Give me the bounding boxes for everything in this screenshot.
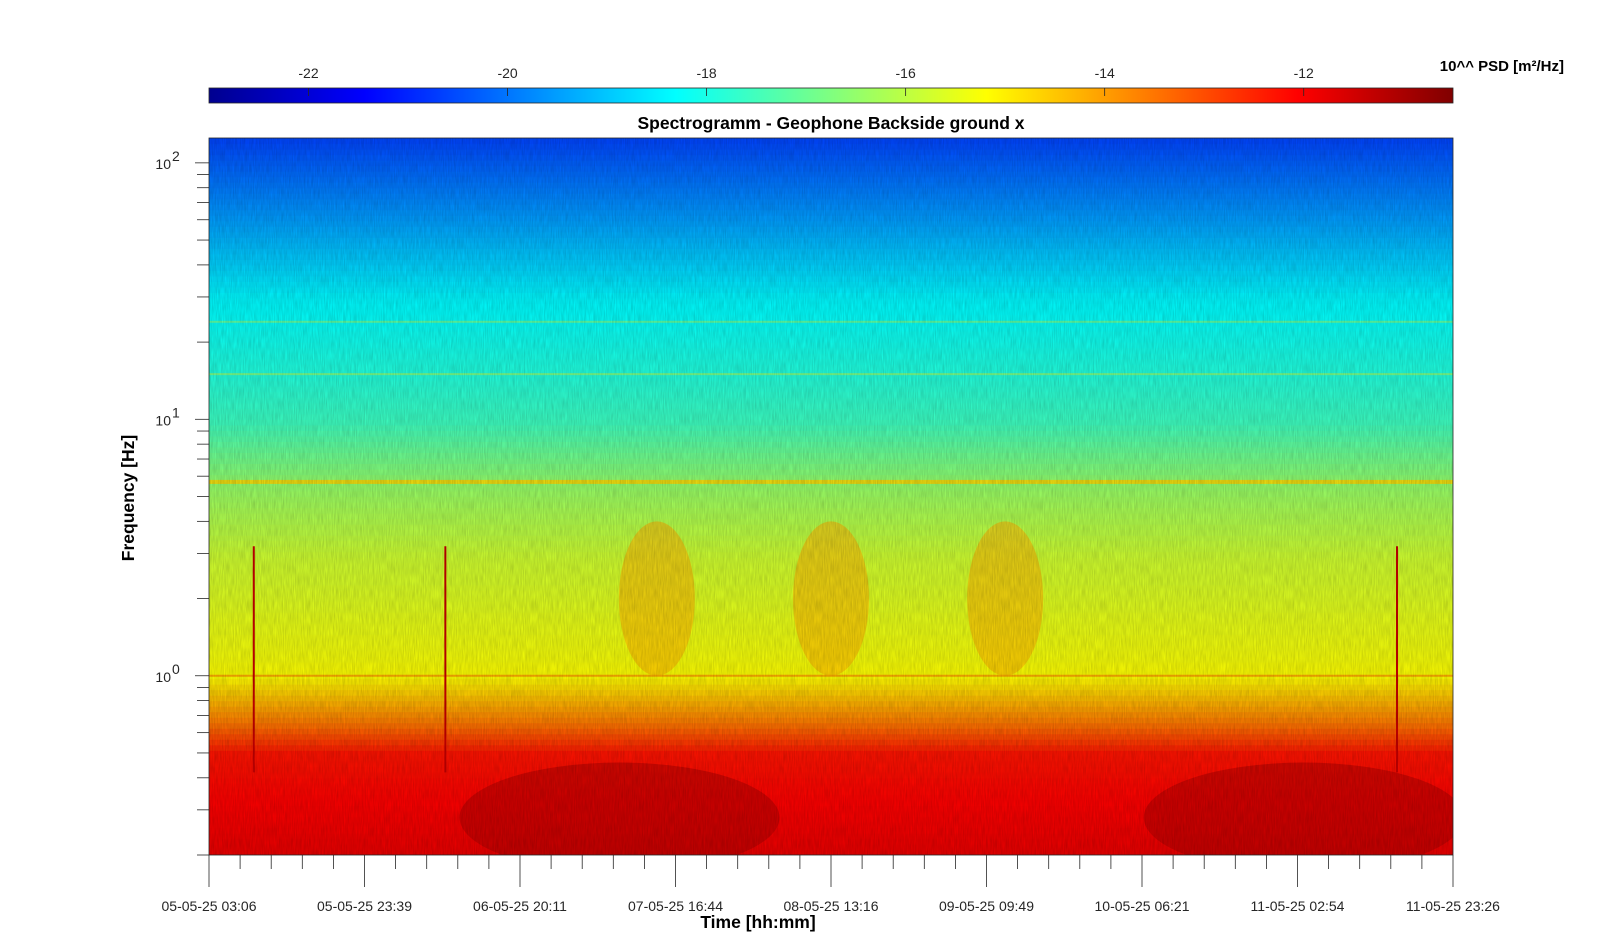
x-tick-label: 09-05-25 09:49 [939,898,1034,914]
x-tick-label: 11-05-25 02:54 [1251,898,1345,914]
colorbar-tick-label: -12 [1294,65,1314,81]
y-tick-label: 10 [155,669,171,685]
spectrogram-plot-area [209,138,1453,855]
y-tick-label: 10 [155,412,171,428]
x-axis: 05-05-25 03:06 05-05-25 23:39 06-05-25 20:… [162,855,1500,914]
colorbar-tick-label: -22 [298,65,318,81]
y-tick-exponent: 1 [172,404,180,420]
x-tick-label: 08-05-25 13:16 [784,898,879,914]
colorbar-tick-label: -16 [896,65,916,81]
x-tick-label: 10-05-25 06:21 [1095,898,1190,914]
colorbar-tick-label: -18 [696,65,716,81]
x-tick-label: 07-05-25 16:44 [628,898,723,914]
x-tick-label: 05-05-25 03:06 [162,898,257,914]
x-tick-label: 05-05-25 23:39 [317,898,412,914]
y-tick-label: 10 [155,156,171,172]
colorbar-tick-label: -20 [497,65,517,81]
colorbar-label: 10^^ PSD [m²/Hz] [1440,58,1564,75]
y-axis-label: Frequency [Hz] [118,435,138,561]
x-axis-label: Time [hh:mm] [700,912,815,932]
colorbar: -22 -20 -18 -16 -14 -12 10^^ PSD [m²/Hz] [208,58,1564,104]
y-tick-exponent: 0 [172,661,180,677]
colorbar-tick-label: -14 [1095,65,1115,81]
y-tick-exponent: 2 [172,148,180,164]
colorbar-gradient [208,87,1454,104]
x-tick-label: 06-05-25 20:11 [473,898,567,914]
x-tick-label: 11-05-25 23:26 [1406,898,1500,914]
chart-title: Spectrogramm - Geophone Backside ground … [637,113,1024,133]
